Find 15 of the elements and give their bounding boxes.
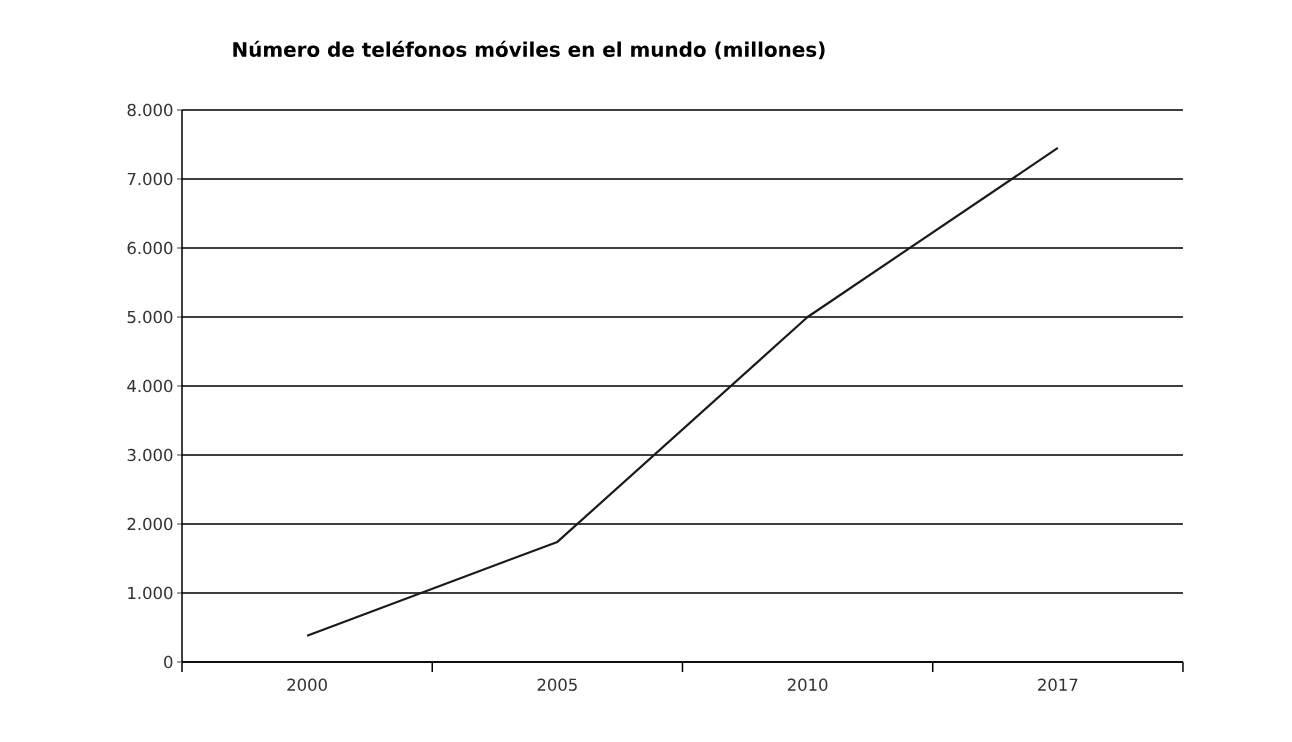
x-tick-label: 2017 — [1038, 678, 1078, 691]
y-tick-label: 2.000 — [127, 517, 173, 531]
x-tick-label: 2005 — [537, 678, 577, 691]
y-tick-label: 1.000 — [128, 586, 173, 600]
chart-title: Número de teléfonos móviles en el mundo (millones) — [233, 40, 825, 60]
y-tick-label: 3.000 — [127, 448, 173, 462]
y-tick-label: 0 — [164, 655, 173, 669]
y-tick-label: 4.000 — [127, 379, 173, 393]
x-tick-label: 2000 — [287, 678, 327, 691]
line-series — [306, 146, 1059, 637]
x-tick-label: 2010 — [787, 678, 828, 691]
y-tick-label: 7.000 — [127, 172, 173, 186]
y-tick-label: 5.000 — [127, 310, 173, 324]
y-tick-label: 6.000 — [127, 241, 173, 255]
y-tick-label: 8.000 — [127, 103, 173, 117]
